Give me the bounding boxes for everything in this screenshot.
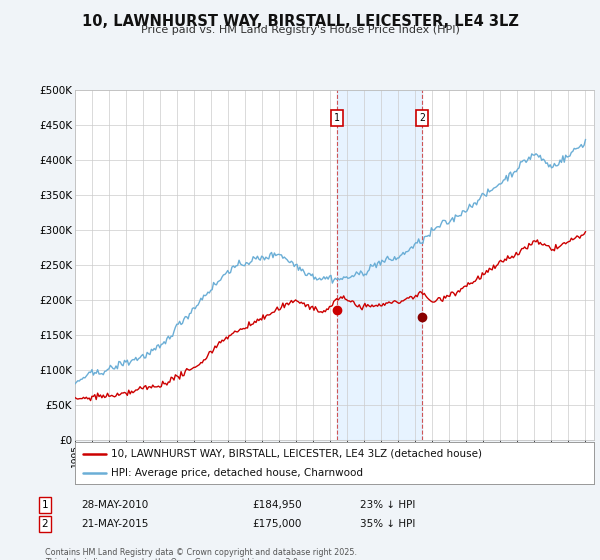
Text: 1: 1 [41,500,49,510]
Text: £184,950: £184,950 [252,500,302,510]
Text: 2: 2 [419,113,425,123]
Bar [337,90,422,440]
Text: 35% ↓ HPI: 35% ↓ HPI [360,519,415,529]
Text: 10, LAWNHURST WAY, BIRSTALL, LEICESTER, LE4 3LZ (detached house): 10, LAWNHURST WAY, BIRSTALL, LEICESTER, … [112,449,482,459]
Text: Price paid vs. HM Land Registry's House Price Index (HPI): Price paid vs. HM Land Registry's House … [140,25,460,35]
Text: HPI: Average price, detached house, Charnwood: HPI: Average price, detached house, Char… [112,468,364,478]
Text: £175,000: £175,000 [252,519,301,529]
Text: Contains HM Land Registry data © Crown copyright and database right 2025.
This d: Contains HM Land Registry data © Crown c… [45,548,357,560]
Text: 28-MAY-2010: 28-MAY-2010 [81,500,148,510]
Text: 21-MAY-2015: 21-MAY-2015 [81,519,148,529]
Text: 2: 2 [41,519,49,529]
Text: 10, LAWNHURST WAY, BIRSTALL, LEICESTER, LE4 3LZ: 10, LAWNHURST WAY, BIRSTALL, LEICESTER, … [82,14,518,29]
Text: 1: 1 [334,113,340,123]
Text: 23% ↓ HPI: 23% ↓ HPI [360,500,415,510]
